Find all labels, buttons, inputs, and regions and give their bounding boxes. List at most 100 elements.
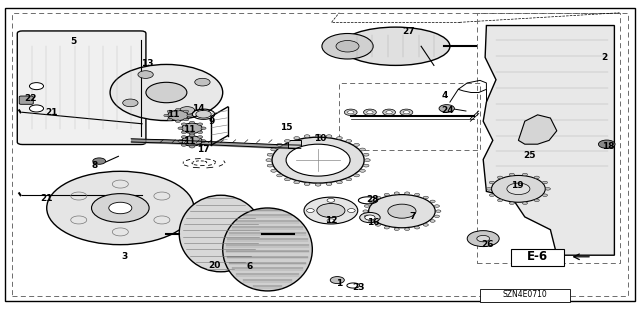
- Circle shape: [534, 176, 540, 179]
- Circle shape: [369, 195, 435, 228]
- Text: 22: 22: [24, 94, 37, 103]
- Circle shape: [364, 109, 376, 115]
- Circle shape: [490, 181, 495, 184]
- Circle shape: [196, 110, 211, 118]
- Circle shape: [317, 204, 345, 218]
- Bar: [339, 83, 480, 150]
- Circle shape: [376, 196, 381, 199]
- Circle shape: [423, 196, 428, 199]
- Circle shape: [181, 144, 186, 146]
- Circle shape: [198, 123, 203, 125]
- Circle shape: [509, 173, 515, 176]
- Circle shape: [178, 127, 183, 130]
- Circle shape: [404, 192, 410, 195]
- Circle shape: [386, 111, 392, 114]
- Circle shape: [486, 188, 492, 190]
- Text: 17: 17: [197, 145, 210, 154]
- Circle shape: [182, 123, 202, 133]
- Circle shape: [346, 178, 352, 181]
- Text: 3: 3: [122, 252, 128, 261]
- Circle shape: [388, 204, 416, 218]
- Text: 19: 19: [511, 181, 524, 189]
- Text: 25: 25: [524, 151, 536, 160]
- Circle shape: [276, 174, 282, 177]
- Circle shape: [294, 181, 300, 184]
- Circle shape: [522, 202, 527, 204]
- Ellipse shape: [223, 208, 312, 291]
- Text: 26: 26: [481, 241, 494, 249]
- Circle shape: [326, 135, 332, 137]
- Circle shape: [492, 175, 545, 202]
- Text: 4: 4: [442, 91, 448, 100]
- Circle shape: [545, 188, 550, 190]
- Circle shape: [400, 109, 413, 115]
- Circle shape: [198, 136, 203, 138]
- Circle shape: [404, 228, 410, 230]
- Circle shape: [383, 109, 396, 115]
- Circle shape: [175, 108, 180, 111]
- FancyBboxPatch shape: [511, 249, 564, 266]
- Circle shape: [198, 131, 203, 134]
- Text: 12: 12: [325, 216, 338, 225]
- Circle shape: [507, 183, 530, 195]
- Circle shape: [294, 137, 300, 139]
- Circle shape: [415, 226, 420, 229]
- Text: 9: 9: [208, 117, 214, 126]
- Circle shape: [109, 202, 132, 214]
- Circle shape: [267, 164, 273, 167]
- Text: 10: 10: [314, 134, 326, 143]
- Circle shape: [344, 109, 357, 115]
- Text: 24: 24: [442, 106, 454, 115]
- Circle shape: [266, 159, 272, 161]
- Circle shape: [29, 83, 44, 90]
- Circle shape: [322, 33, 373, 59]
- Circle shape: [187, 114, 192, 117]
- Text: 16: 16: [367, 218, 380, 227]
- Circle shape: [93, 158, 106, 164]
- Circle shape: [497, 199, 502, 202]
- Ellipse shape: [179, 195, 262, 272]
- Circle shape: [436, 210, 441, 212]
- Circle shape: [184, 110, 189, 113]
- Circle shape: [542, 181, 547, 184]
- Circle shape: [363, 210, 368, 212]
- Circle shape: [307, 209, 314, 212]
- Text: 28: 28: [366, 195, 379, 204]
- Text: SZN4E0710: SZN4E0710: [502, 290, 547, 299]
- Circle shape: [369, 220, 374, 222]
- Circle shape: [365, 215, 375, 220]
- Circle shape: [201, 127, 206, 130]
- Circle shape: [198, 144, 203, 146]
- Text: 27: 27: [402, 27, 415, 36]
- Circle shape: [267, 153, 273, 156]
- Text: 21: 21: [45, 108, 58, 117]
- Text: 13: 13: [141, 59, 154, 68]
- Circle shape: [327, 198, 335, 202]
- Circle shape: [394, 192, 399, 195]
- Circle shape: [364, 153, 369, 156]
- Circle shape: [304, 197, 358, 224]
- Circle shape: [123, 99, 138, 107]
- Circle shape: [327, 219, 335, 223]
- Text: 2: 2: [602, 53, 608, 62]
- Circle shape: [110, 64, 223, 121]
- Circle shape: [365, 159, 370, 161]
- Circle shape: [369, 200, 374, 203]
- Circle shape: [360, 169, 365, 172]
- Circle shape: [47, 171, 194, 245]
- Circle shape: [181, 131, 186, 134]
- Circle shape: [415, 193, 420, 196]
- Circle shape: [184, 118, 189, 121]
- Circle shape: [467, 231, 499, 247]
- Circle shape: [384, 193, 389, 196]
- Polygon shape: [518, 115, 557, 144]
- Circle shape: [423, 224, 428, 226]
- Text: E-6: E-6: [527, 250, 548, 263]
- Circle shape: [175, 120, 180, 122]
- Circle shape: [92, 194, 149, 222]
- Circle shape: [348, 209, 355, 212]
- Circle shape: [286, 144, 350, 176]
- Circle shape: [195, 78, 210, 86]
- Circle shape: [138, 71, 154, 78]
- Circle shape: [276, 143, 282, 146]
